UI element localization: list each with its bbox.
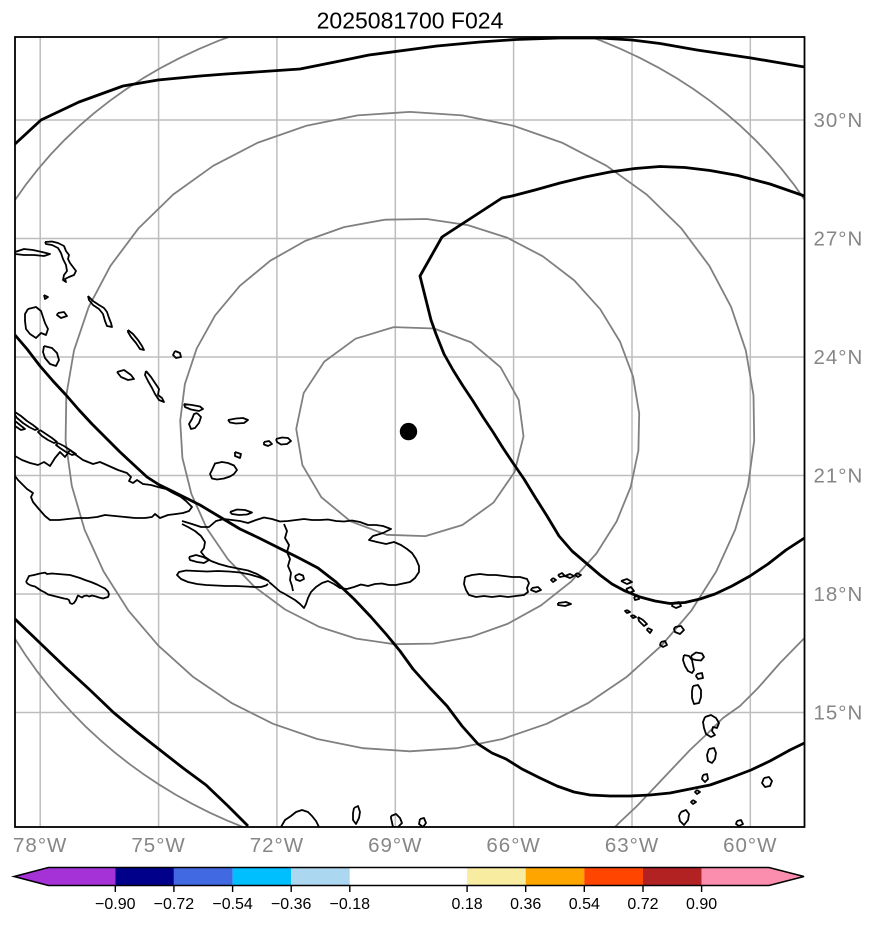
svg-text:21°N: 21°N	[814, 465, 864, 488]
svg-text:78°W: 78°W	[13, 834, 67, 857]
svg-text:0.90: 0.90	[686, 896, 717, 913]
svg-text:15°N: 15°N	[814, 702, 864, 725]
svg-text:0.72: 0.72	[627, 896, 658, 913]
svg-text:0.36: 0.36	[510, 896, 541, 913]
svg-text:63°W: 63°W	[605, 834, 659, 857]
svg-text:0.18: 0.18	[452, 896, 483, 913]
svg-text:18°N: 18°N	[814, 583, 864, 606]
svg-text:−0.54: −0.54	[212, 896, 253, 913]
svg-text:0.54: 0.54	[569, 896, 600, 913]
svg-text:72°W: 72°W	[250, 834, 304, 857]
svg-text:30°N: 30°N	[814, 109, 864, 132]
svg-text:24°N: 24°N	[814, 346, 864, 369]
svg-text:75°W: 75°W	[131, 834, 185, 857]
svg-text:60°W: 60°W	[723, 834, 777, 857]
svg-text:−0.72: −0.72	[154, 896, 195, 913]
svg-text:69°W: 69°W	[368, 834, 422, 857]
svg-text:2025081700 F024: 2025081700 F024	[317, 8, 504, 34]
svg-text:−0.36: −0.36	[271, 896, 312, 913]
svg-text:−0.90: −0.90	[95, 896, 136, 913]
svg-text:27°N: 27°N	[814, 228, 864, 251]
svg-text:−0.18: −0.18	[330, 896, 371, 913]
svg-text:66°W: 66°W	[486, 834, 540, 857]
